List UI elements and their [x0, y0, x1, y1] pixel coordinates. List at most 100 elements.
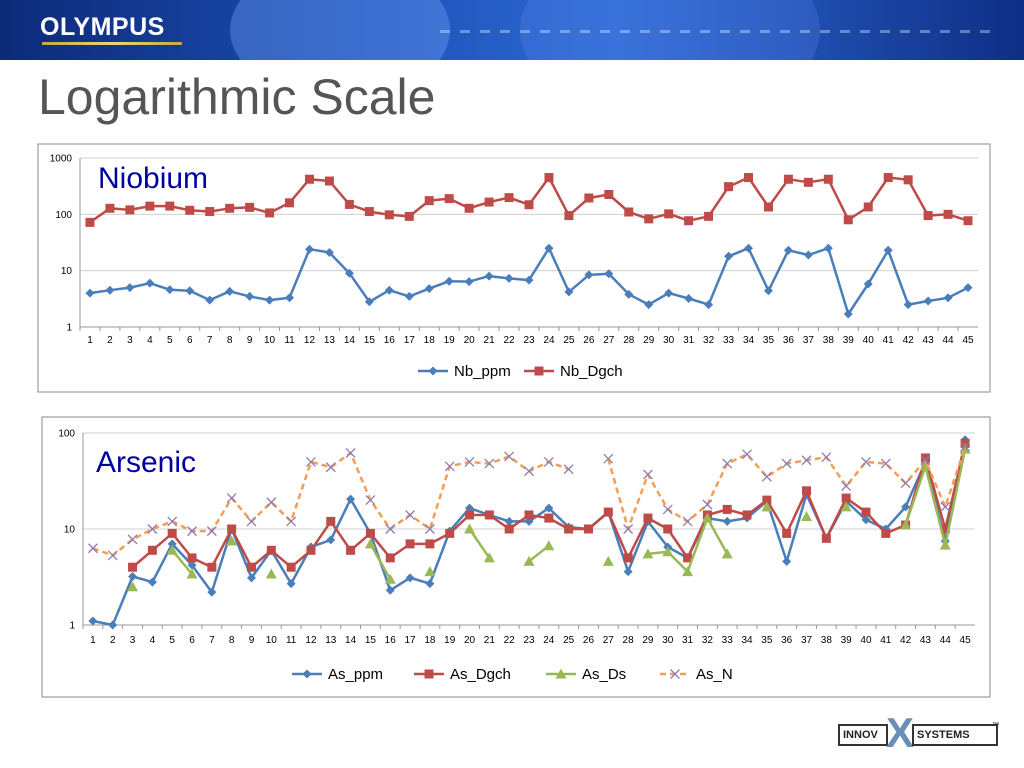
x-tick-label: 16: [385, 635, 397, 646]
x-tick-label: 39: [843, 335, 855, 346]
data-point: [841, 493, 851, 503]
data-point: [464, 456, 475, 467]
data-point-stroke: [385, 524, 396, 534]
data-point-stroke: [722, 458, 733, 469]
data-point: [564, 524, 574, 534]
data-point: [465, 510, 475, 520]
x-tick-label: 5: [169, 635, 175, 646]
data-point: [286, 562, 296, 572]
data-point: [701, 512, 713, 523]
data-point: [167, 539, 177, 549]
x-tick-label: 39: [841, 635, 853, 646]
data-point: [127, 581, 139, 592]
data-point: [801, 455, 812, 466]
data-point: [900, 478, 911, 489]
data-point: [245, 202, 255, 212]
data-point: [425, 539, 435, 549]
data-point: [286, 516, 297, 527]
data-point: [940, 501, 951, 512]
data-point: [384, 210, 394, 220]
data-point: [881, 528, 891, 538]
data-point: [742, 449, 753, 460]
data-point-stroke: [524, 466, 534, 477]
data-point: [346, 494, 356, 504]
data-point: [384, 285, 394, 295]
data-point: [127, 534, 138, 545]
trademark-mark: ™: [992, 722, 999, 729]
brand-logo-underline: [42, 42, 182, 45]
data-point: [424, 524, 435, 534]
slide-title: Logarithmic Scale: [38, 69, 436, 125]
data-point: [920, 453, 930, 463]
x-tick-label: 24: [543, 635, 555, 646]
innov-x-logo-right: SYSTEMS: [912, 724, 998, 746]
data-point-stroke: [246, 516, 257, 527]
data-point: [504, 451, 515, 462]
brand-logo: OLYMPUS: [40, 13, 165, 41]
data-point: [623, 567, 633, 577]
x-tick-label: 2: [107, 335, 113, 346]
chart-element-label: Niobium: [98, 162, 208, 195]
data-point: [939, 539, 951, 550]
data-point: [185, 205, 195, 215]
x-tick-label: 30: [663, 335, 675, 346]
data-point-stroke: [563, 464, 574, 475]
data-point-stroke: [305, 456, 316, 467]
data-point: [128, 572, 138, 582]
data-point: [564, 287, 574, 297]
data-point-stroke: [861, 456, 871, 467]
data-point: [444, 461, 455, 472]
x-tick-label: 13: [325, 635, 337, 646]
x-tick-label: 21: [484, 635, 496, 646]
data-point: [266, 497, 277, 508]
data-point: [444, 194, 454, 204]
y-tick-label: 10: [61, 266, 73, 277]
x-tick-label: 13: [324, 335, 336, 346]
legend-swatch-marker: [670, 669, 680, 679]
data-point-stroke: [642, 469, 653, 480]
data-point: [265, 295, 275, 305]
data-point: [364, 297, 374, 307]
data-point: [504, 524, 514, 534]
y-tick-label: 100: [55, 210, 72, 221]
data-point-stroke: [682, 516, 693, 527]
data-point: [405, 510, 416, 520]
data-point: [445, 528, 455, 538]
x-tick-label: 43: [923, 335, 935, 346]
data-point: [245, 291, 255, 301]
data-point: [783, 174, 793, 184]
legend-swatch-marker: [534, 366, 544, 376]
legend-label: As_Dgch: [450, 666, 511, 683]
y-tick-label: 1000: [50, 154, 73, 165]
data-point-stroke: [107, 550, 118, 561]
data-point: [484, 458, 495, 469]
x-tick-label: 12: [304, 335, 316, 346]
data-point: [721, 548, 733, 559]
data-point-stroke: [345, 447, 356, 458]
data-point: [187, 526, 197, 537]
x-tick-label: 34: [743, 335, 755, 346]
data-point: [185, 286, 195, 296]
data-point: [145, 278, 155, 288]
data-point: [782, 528, 792, 538]
data-point: [207, 587, 217, 597]
x-tick-label: 37: [801, 635, 813, 646]
data-point-stroke: [464, 456, 475, 467]
data-point-stroke: [147, 524, 158, 534]
data-point-stroke: [286, 516, 297, 527]
data-point: [226, 535, 238, 546]
data-point: [364, 538, 376, 549]
data-point: [227, 524, 237, 534]
data-point: [167, 516, 178, 527]
data-point: [943, 209, 953, 219]
data-point: [524, 275, 534, 285]
x-tick-label: 44: [943, 335, 955, 346]
data-point: [125, 205, 135, 215]
x-tick-label: 26: [583, 635, 595, 646]
legend-item: Nb_ppm: [418, 363, 511, 380]
data-point: [722, 504, 732, 514]
data-point: [504, 516, 514, 526]
x-tick-label: 9: [247, 335, 253, 346]
